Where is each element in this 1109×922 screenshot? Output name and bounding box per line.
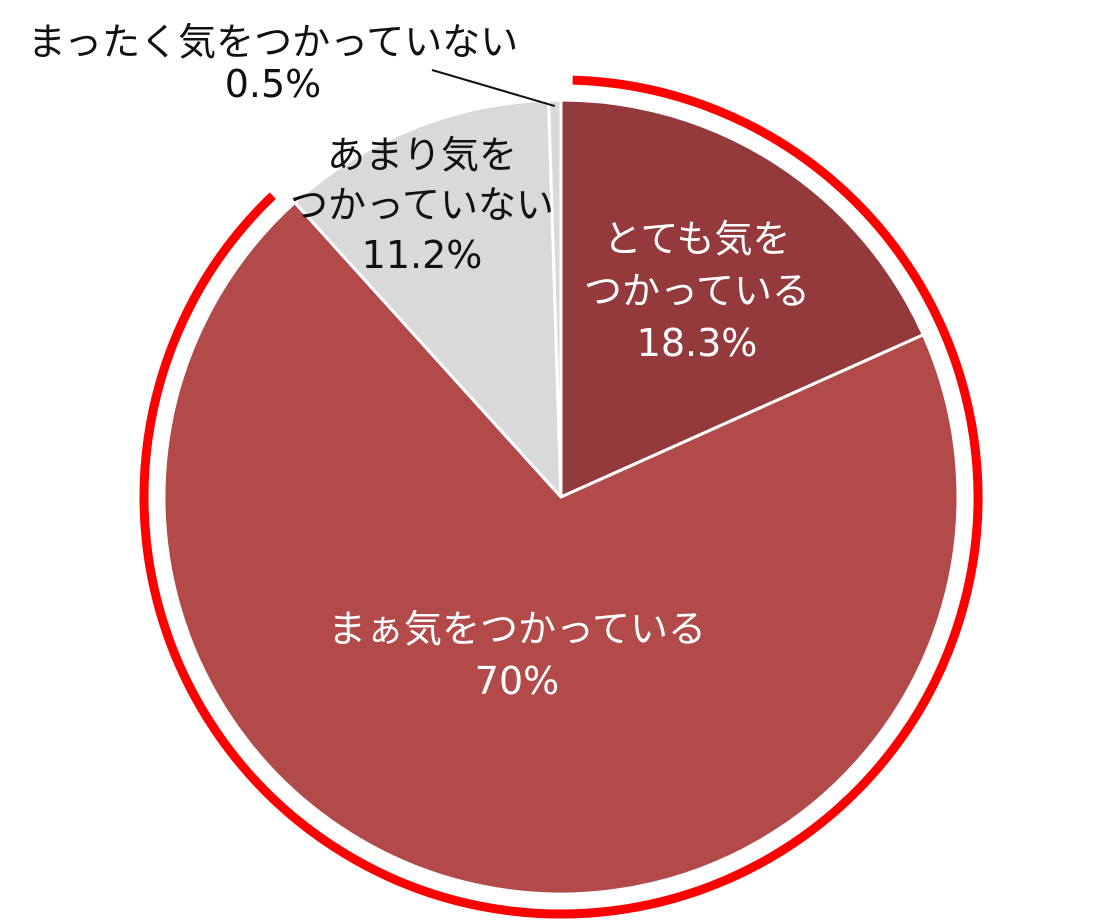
pie-slice-1 xyxy=(162,201,960,896)
slice-1-value-label: 70% xyxy=(475,659,559,703)
slice-3-value-label: 0.5% xyxy=(225,62,322,106)
slice-3-label-line-0: まったく気をつかっていない xyxy=(28,20,519,64)
slice-layer xyxy=(162,98,960,896)
pie-slice-0 xyxy=(559,98,925,499)
slice-0-label-line-1: つかっている xyxy=(584,269,810,313)
slice-2-value-label: 11.2% xyxy=(362,233,483,277)
pie-slice-3 xyxy=(547,98,563,499)
slice-0-label-line-0: とても気を xyxy=(604,217,791,261)
leader-layer xyxy=(431,69,556,108)
highlight-ring xyxy=(139,75,983,919)
leader-line-slice-3 xyxy=(431,69,556,108)
slice-2-label-line-1: つかっていない xyxy=(290,183,554,227)
slice-2-label-line-0: あまり気を xyxy=(327,133,517,177)
pie-slice-2 xyxy=(293,98,563,499)
highlight-ring-layer xyxy=(139,75,983,919)
slice-1-label-line-0: まぁ気をつかっている xyxy=(328,607,706,651)
slice-0-value-label: 18.3% xyxy=(637,321,758,365)
